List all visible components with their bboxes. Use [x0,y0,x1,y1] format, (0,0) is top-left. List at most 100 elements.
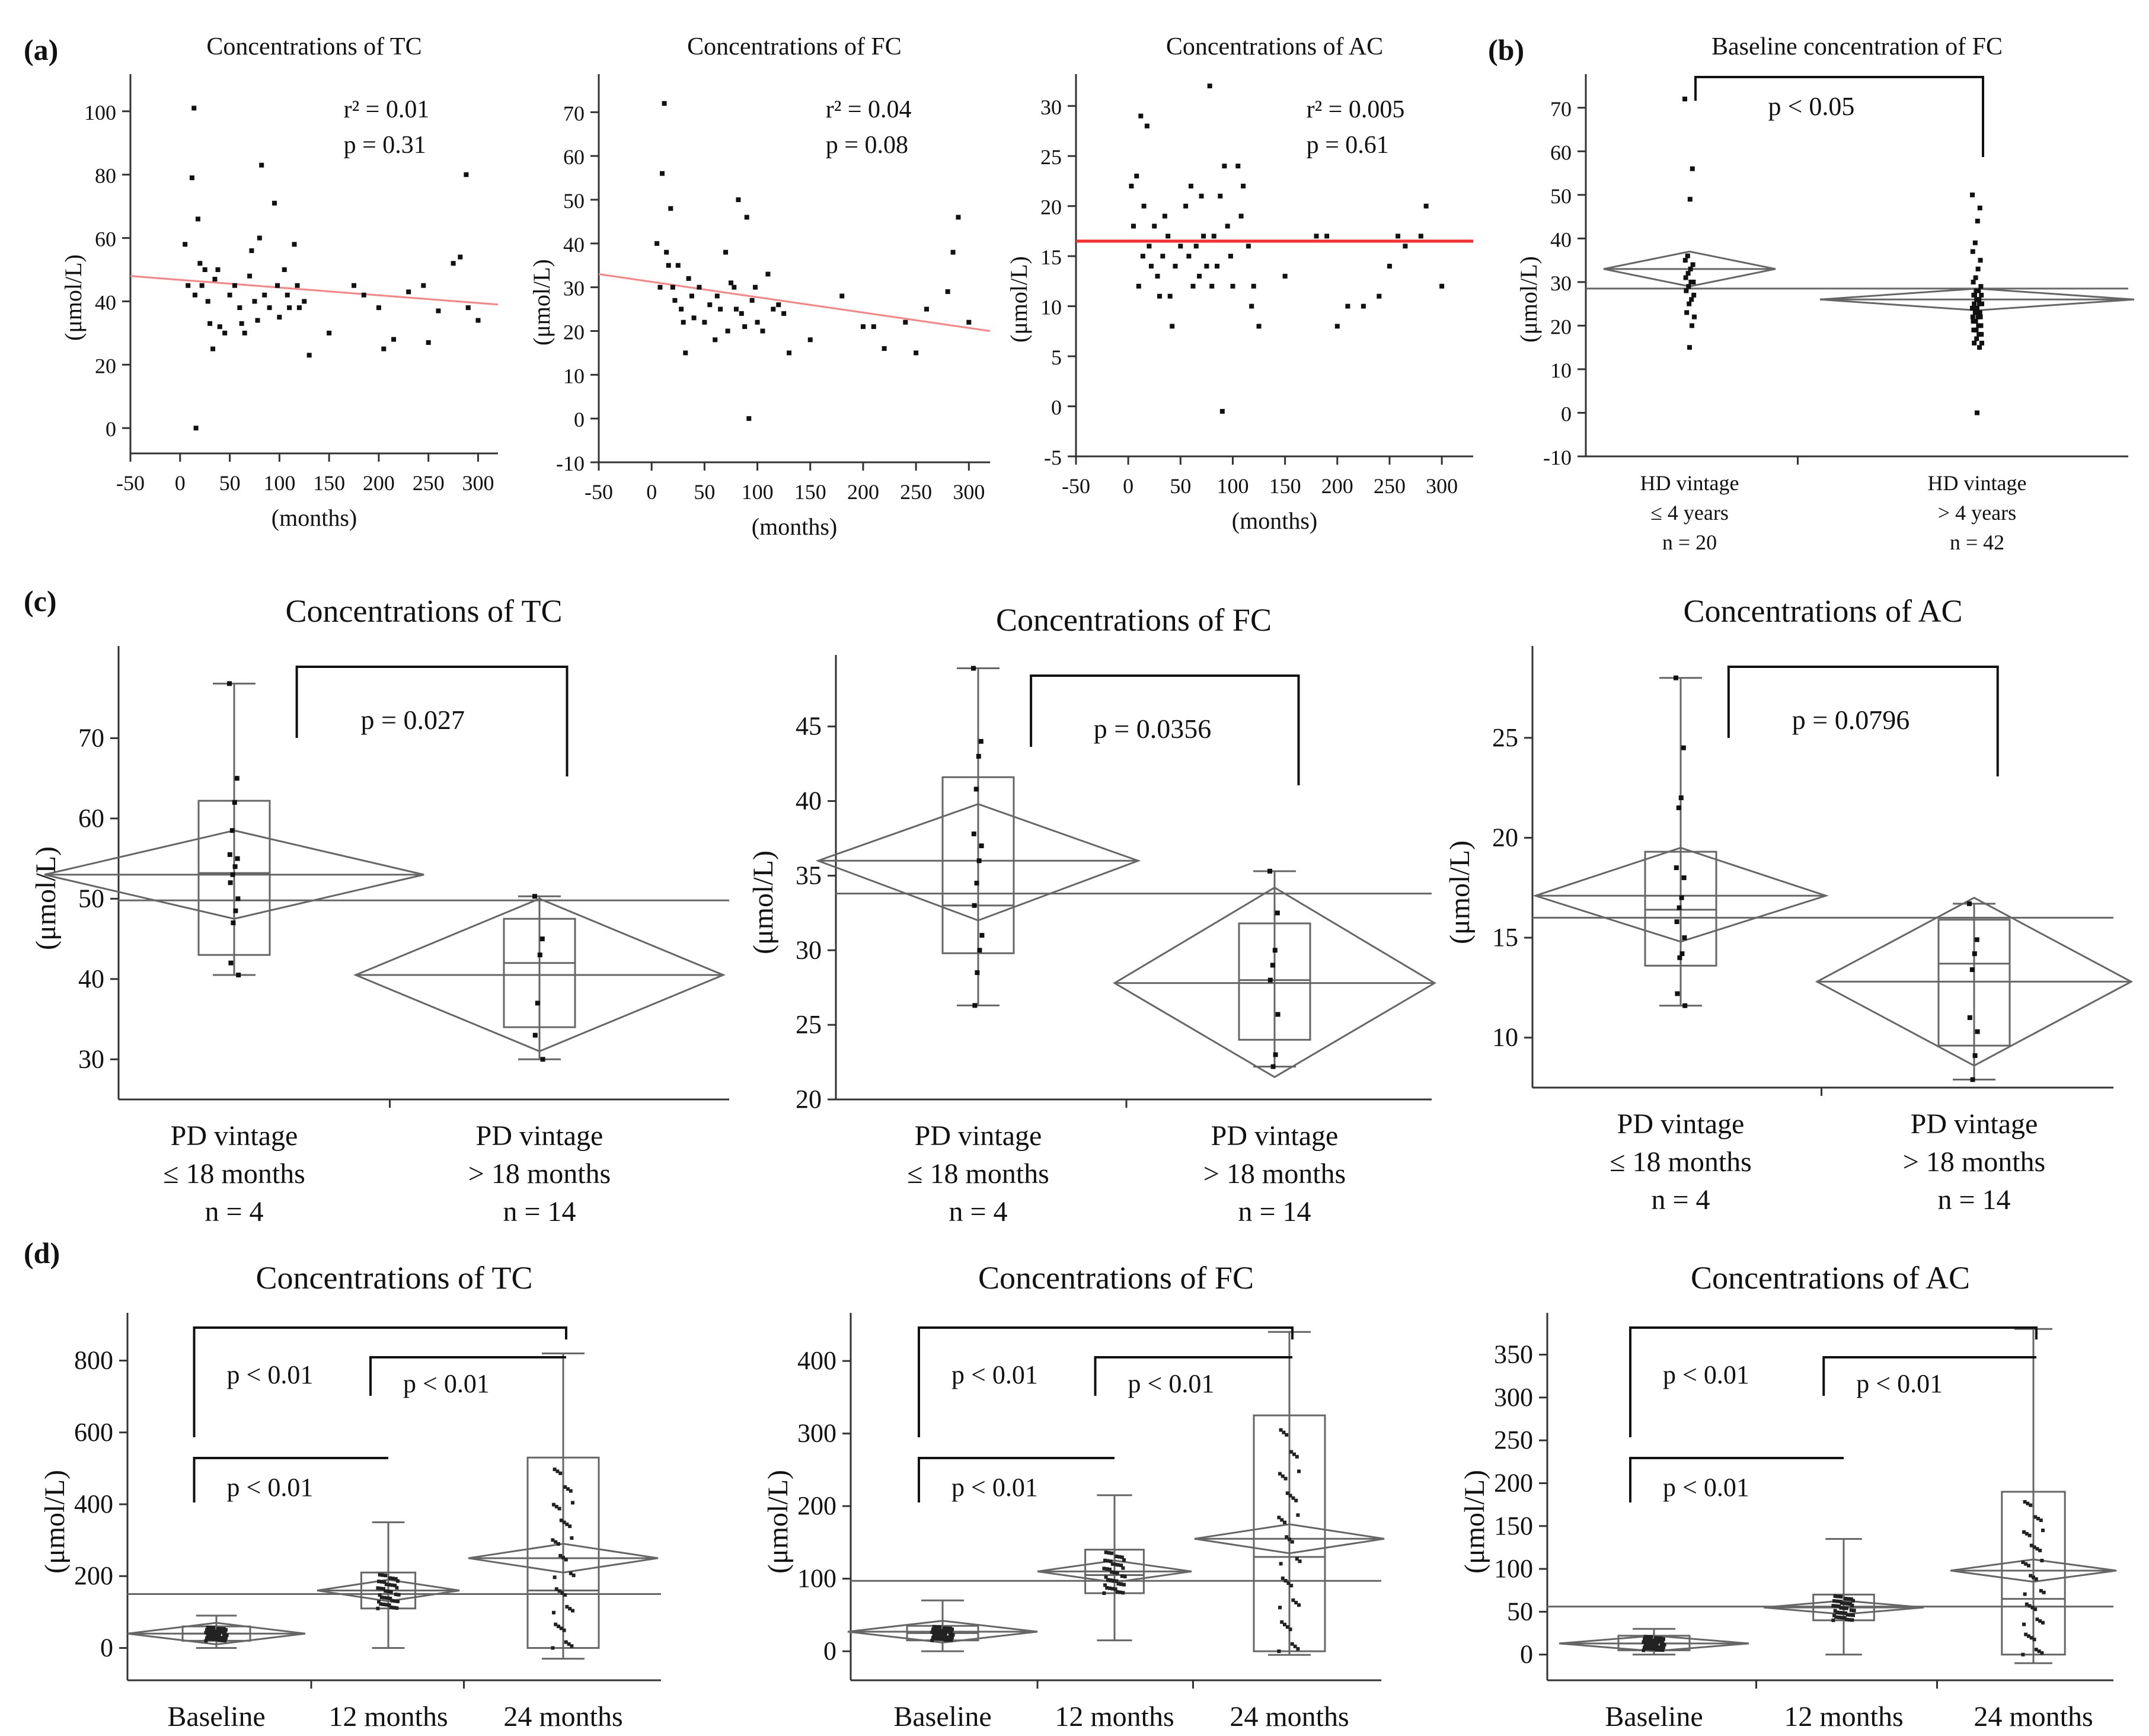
data-point [1838,1610,1842,1614]
data-point [1646,1635,1650,1639]
data-point [2024,1632,2028,1636]
data-point [728,280,733,286]
data-point [1681,875,1687,880]
data-point [382,1587,385,1591]
data-point [1662,1643,1666,1647]
x-tick-label: -50 [116,471,145,495]
data-point [1840,1616,1844,1620]
data-point [1970,1077,1975,1082]
x-tick-label: 50 [694,480,715,504]
data-point [1249,303,1254,309]
data-point [1110,1551,1114,1555]
data-point [1115,1554,1119,1558]
data-point [1642,1648,1646,1652]
data-point [551,1646,555,1650]
data-point [654,241,660,246]
stat-p: p = 0.31 [343,132,426,159]
data-point [382,1580,387,1584]
data-point [191,105,197,111]
data-point [787,350,792,356]
chart-title: Concentrations of FC [978,1260,1254,1296]
y-tick-label: 20 [95,354,116,378]
data-point [1345,303,1350,309]
data-point [287,305,292,311]
data-point [376,305,381,311]
x-tick-label: 250 [413,471,445,495]
data-point [1649,1641,1653,1645]
data-point [1979,340,1984,346]
y-tick-label: 150 [1494,1511,1533,1540]
data-point [1645,1640,1649,1644]
group-label: 12 months [1784,1701,1904,1732]
data-point [1979,292,1984,298]
significance-bracket [918,1457,1115,1502]
data-point [1971,279,1976,284]
data-point [215,267,221,272]
data-point [1241,183,1246,188]
data-point [807,337,813,343]
data-point [1831,1618,1835,1622]
data-point [384,1603,388,1607]
data-point [979,843,984,849]
data-point [306,353,312,358]
data-point [1278,1472,1282,1476]
data-point [1679,895,1684,900]
data-point [1844,1611,1848,1615]
p-value-label: p < 0.01 [1663,1473,1749,1502]
data-point [1643,1635,1647,1639]
y-tick-label: -5 [1044,446,1062,469]
data-point [1657,1636,1661,1640]
data-point [1278,1606,1282,1610]
data-point [217,1638,221,1642]
data-point [1977,301,1982,306]
group-label: Baseline [893,1701,992,1732]
chart-title: Concentrations of FC [687,33,902,60]
data-point [1648,1638,1652,1642]
data-point [931,1636,935,1640]
data-point [377,1600,381,1604]
data-point [976,754,981,759]
data-point [1837,1604,1841,1609]
data-point [1659,1639,1663,1643]
data-point [204,1631,208,1635]
data-point [1136,283,1141,289]
data-point [882,346,887,351]
data-point [1290,1540,1294,1544]
y-tick-label: 70 [78,723,104,752]
data-point [1228,254,1233,259]
data-point [378,1572,382,1577]
chart-title: Concentrations of TC [285,593,563,629]
data-point [212,1637,216,1641]
data-point [945,289,950,295]
data-point [973,787,979,792]
y-tick-label: 15 [1040,245,1062,269]
group-label: HD vintage > 4 years n = 42 [1927,471,2027,554]
data-point [1138,113,1144,119]
data-point [1106,1559,1110,1563]
data-point [972,1003,978,1008]
group-label: PD vintage ≤ 18 months n = 4 [907,1120,1049,1227]
data-point [2035,1617,2039,1622]
significance-bracket [193,1326,567,1437]
data-point [285,292,290,298]
group-label: 12 months [328,1701,448,1732]
data-point [2027,1564,2030,1568]
data-point [2032,1575,2035,1580]
data-point [230,872,235,877]
group-label: 24 months [1230,1701,1349,1732]
data-point [1280,1518,1284,1522]
data-point [1682,1003,1688,1008]
data-point [1850,1618,1854,1622]
data-point [390,1598,394,1603]
data-point [1837,1615,1841,1619]
data-point [1683,275,1688,280]
data-point [1690,323,1694,328]
data-point [379,1596,384,1600]
data-point [1692,314,1697,319]
data-point [219,1627,223,1631]
y-tick-label: 800 [74,1346,113,1375]
data-point [951,1633,955,1637]
data-point [1256,324,1262,329]
data-point [1974,937,1979,942]
y-tick-label: 100 [1494,1554,1533,1583]
